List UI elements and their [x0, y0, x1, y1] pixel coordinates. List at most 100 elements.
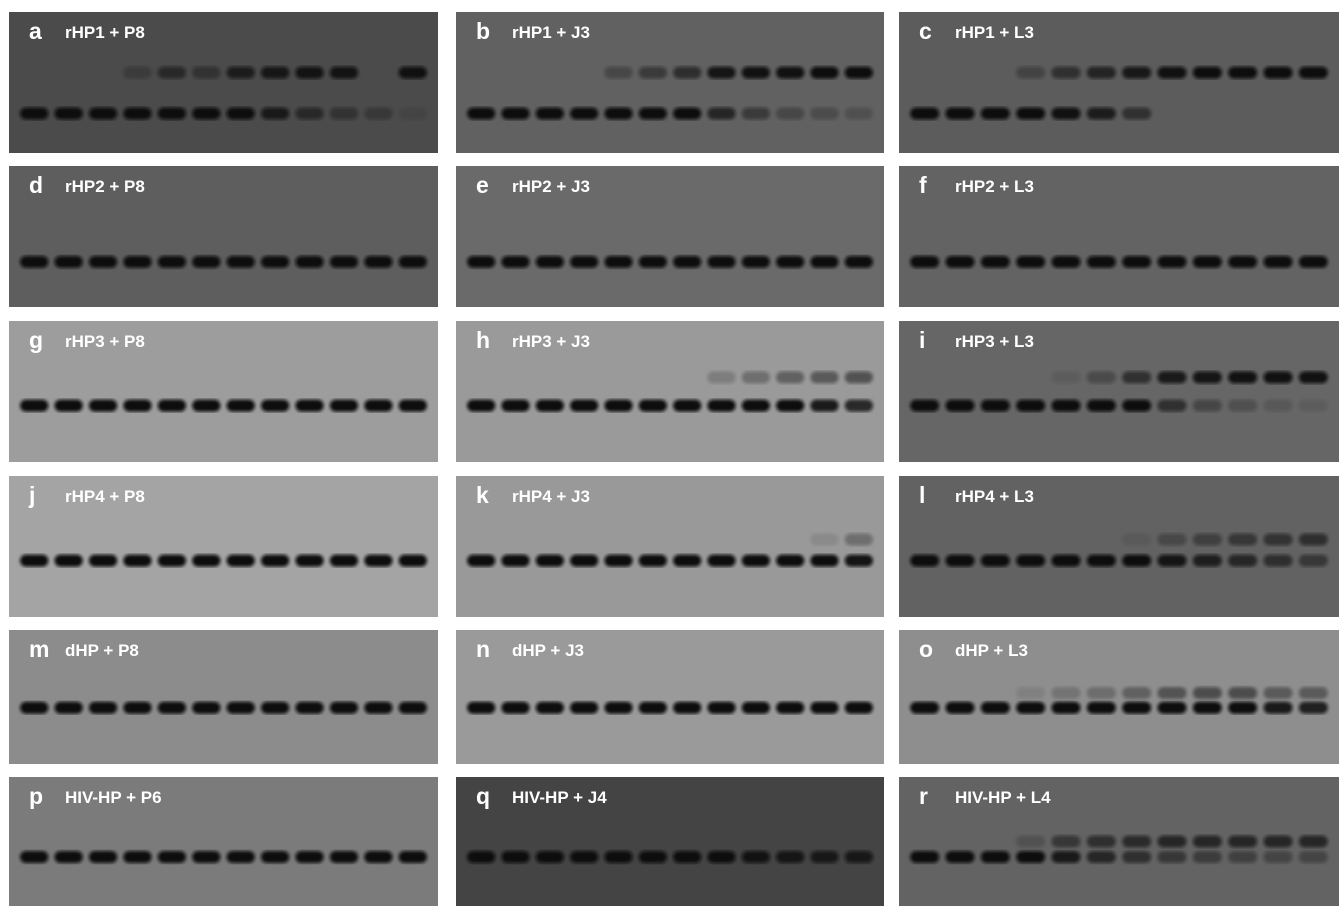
free-probe-band — [945, 850, 975, 863]
gel-image — [910, 255, 1328, 268]
gel-panel-a: a rHP1 + P8 — [9, 12, 438, 153]
shifted-complex-band — [638, 66, 667, 79]
free-probe-band — [1192, 554, 1222, 567]
free-probe-band — [192, 701, 221, 714]
gel-image — [467, 701, 873, 714]
free-probe-band — [261, 255, 290, 268]
shifted-complex-band — [844, 66, 873, 79]
shifted-complex-band — [1122, 371, 1152, 384]
shifted-complex-band — [1157, 835, 1187, 848]
free-probe-band — [570, 701, 599, 714]
free-probe-band — [776, 554, 805, 567]
free-probe-band — [673, 701, 702, 714]
free-probe-band — [501, 399, 530, 412]
gel-image — [910, 835, 1328, 863]
free-probe-band — [157, 554, 186, 567]
free-probe-band — [776, 850, 805, 863]
free-probe-band — [329, 850, 359, 863]
free-probe-band — [1263, 255, 1293, 268]
free-probe-band — [910, 399, 940, 412]
shifted-complex-band — [1051, 66, 1081, 79]
free-probe-band — [776, 701, 805, 714]
gel-panel-q: q HIV-HP + J4 — [456, 777, 884, 906]
free-probe-band — [1122, 399, 1152, 412]
free-probe-band — [910, 850, 940, 863]
free-probe-band — [1298, 850, 1328, 863]
free-probe-band — [1263, 554, 1293, 567]
free-probe-band — [1122, 850, 1152, 863]
shifted-complex-band — [1228, 371, 1258, 384]
free-probe-band — [673, 554, 702, 567]
free-probe-band — [980, 399, 1010, 412]
free-probe-band — [192, 399, 221, 412]
free-probe-band — [398, 399, 427, 412]
free-probe-band — [638, 554, 667, 567]
free-probe-band — [467, 701, 496, 714]
shifted-complex-band — [192, 66, 221, 79]
gel-panel-l: l rHP4 + L3 — [899, 476, 1339, 617]
free-probe-band — [604, 554, 633, 567]
free-probe-band — [1086, 255, 1116, 268]
free-probe-band — [20, 554, 49, 567]
free-probe-band — [1051, 554, 1081, 567]
shifted-complex-band — [707, 371, 736, 384]
free-probe-band — [364, 850, 393, 863]
free-probe-band — [295, 701, 324, 714]
free-probe-band — [1192, 701, 1222, 714]
free-probe-band — [910, 107, 940, 120]
free-probe-band — [501, 850, 530, 863]
free-probe-band — [54, 554, 83, 567]
gel-panel-h: h rHP3 + J3 — [456, 321, 884, 462]
shifted-complex-band — [1192, 835, 1222, 848]
shifted-complex-band — [1051, 686, 1081, 699]
free-probe-band — [1192, 255, 1222, 268]
shifted-complex-band — [1228, 533, 1258, 546]
free-probe-band — [88, 399, 118, 412]
free-probe-band — [741, 850, 770, 863]
free-probe-band — [1228, 701, 1258, 714]
free-probe-band — [535, 255, 564, 268]
gel-image — [20, 255, 427, 268]
free-probe-band — [295, 399, 324, 412]
free-probe-band — [123, 701, 152, 714]
free-probe-band — [638, 399, 667, 412]
gel-image — [467, 533, 873, 567]
shifted-complex-band — [1298, 371, 1328, 384]
shifted-complex-band — [261, 66, 290, 79]
free-probe-band — [535, 850, 564, 863]
free-probe-band — [910, 255, 940, 268]
shifted-complex-band — [1192, 686, 1222, 699]
shifted-complex-band — [1298, 835, 1328, 848]
free-probe-band — [741, 701, 770, 714]
shifted-complex-band — [844, 533, 873, 546]
free-probe-band — [467, 554, 496, 567]
free-probe-band — [1228, 255, 1258, 268]
free-probe-band — [364, 701, 393, 714]
free-probe-band — [741, 399, 770, 412]
shifted-complex-band — [1192, 371, 1222, 384]
shifted-complex-band — [1086, 686, 1116, 699]
shifted-complex-band — [1086, 66, 1116, 79]
free-probe-band — [1228, 399, 1258, 412]
free-probe-band — [54, 701, 83, 714]
free-probe-band — [329, 554, 359, 567]
free-probe-band — [535, 701, 564, 714]
free-probe-band — [88, 255, 118, 268]
free-probe-band — [741, 255, 770, 268]
free-probe-band — [467, 850, 496, 863]
shifted-complex-band — [1263, 686, 1293, 699]
free-probe-band — [1157, 255, 1187, 268]
free-probe-band — [398, 850, 427, 863]
shifted-complex-band — [1016, 835, 1046, 848]
shifted-complex-band — [844, 371, 873, 384]
free-probe-band — [604, 850, 633, 863]
shifted-complex-band — [1192, 533, 1222, 546]
free-probe-band — [1016, 701, 1046, 714]
free-probe-band — [1016, 554, 1046, 567]
shifted-complex-band — [1263, 533, 1293, 546]
free-probe-band — [1157, 399, 1187, 412]
free-probe-band — [226, 255, 255, 268]
gel-panel-k: k rHP4 + J3 — [456, 476, 884, 617]
free-probe-band — [707, 701, 736, 714]
shifted-complex-band — [1228, 686, 1258, 699]
